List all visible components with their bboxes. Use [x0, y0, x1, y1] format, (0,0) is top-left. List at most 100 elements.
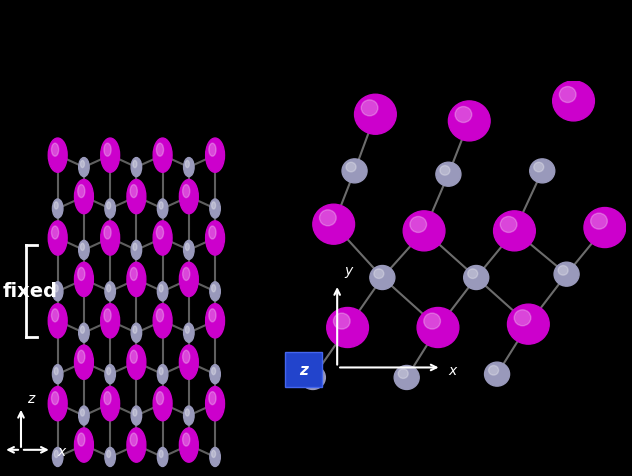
Circle shape [362, 100, 378, 116]
Circle shape [54, 450, 58, 457]
Circle shape [131, 240, 142, 259]
Circle shape [130, 433, 137, 446]
Text: y: y [344, 264, 353, 278]
Circle shape [183, 240, 194, 259]
Circle shape [179, 428, 198, 462]
Circle shape [183, 268, 190, 280]
Circle shape [209, 143, 216, 156]
Circle shape [342, 159, 367, 183]
Circle shape [75, 345, 94, 379]
Circle shape [183, 185, 190, 198]
Circle shape [159, 285, 163, 292]
Circle shape [48, 221, 67, 255]
Circle shape [127, 428, 146, 462]
Circle shape [212, 285, 216, 292]
Circle shape [417, 307, 459, 347]
Circle shape [209, 309, 216, 322]
Text: x: x [57, 445, 65, 459]
Circle shape [494, 211, 535, 251]
Circle shape [159, 367, 163, 375]
Circle shape [157, 447, 168, 466]
Circle shape [210, 447, 221, 466]
Circle shape [558, 266, 568, 275]
Circle shape [78, 406, 89, 425]
Circle shape [104, 143, 111, 156]
Circle shape [449, 101, 490, 141]
Circle shape [183, 350, 190, 363]
Circle shape [78, 433, 85, 446]
Circle shape [133, 326, 137, 333]
Circle shape [127, 345, 146, 379]
Circle shape [159, 450, 163, 457]
Circle shape [185, 326, 190, 333]
Circle shape [370, 266, 395, 289]
Circle shape [157, 199, 168, 218]
Circle shape [210, 365, 221, 384]
Circle shape [455, 107, 471, 122]
Circle shape [78, 185, 85, 198]
Circle shape [130, 350, 137, 363]
Circle shape [183, 433, 190, 446]
Circle shape [179, 179, 198, 214]
Circle shape [436, 162, 461, 186]
Circle shape [51, 309, 59, 322]
Circle shape [179, 262, 198, 297]
Circle shape [107, 285, 111, 292]
Circle shape [320, 210, 336, 226]
Circle shape [100, 387, 119, 421]
Circle shape [78, 158, 89, 177]
Circle shape [179, 345, 198, 379]
Circle shape [584, 208, 626, 248]
Circle shape [104, 226, 111, 239]
Circle shape [212, 367, 216, 375]
Circle shape [48, 138, 67, 172]
Text: ↑  top view: ↑ top view [295, 422, 415, 441]
Circle shape [107, 367, 111, 375]
Circle shape [210, 282, 221, 301]
Circle shape [554, 262, 579, 286]
Circle shape [185, 409, 190, 416]
Circle shape [78, 323, 89, 342]
Circle shape [75, 179, 94, 214]
Circle shape [127, 179, 146, 214]
Text: ←  side view: ← side view [295, 452, 426, 469]
Circle shape [133, 160, 137, 168]
Circle shape [52, 199, 63, 218]
Circle shape [394, 366, 419, 389]
Circle shape [105, 447, 116, 466]
Circle shape [133, 243, 137, 250]
Circle shape [131, 406, 142, 425]
Circle shape [80, 160, 85, 168]
Circle shape [54, 202, 58, 209]
FancyBboxPatch shape [285, 352, 322, 387]
Circle shape [183, 158, 194, 177]
Circle shape [334, 313, 350, 329]
Circle shape [52, 282, 63, 301]
Circle shape [346, 162, 356, 172]
Circle shape [205, 304, 224, 338]
Circle shape [153, 387, 172, 421]
Circle shape [48, 304, 67, 338]
Circle shape [398, 369, 408, 378]
Circle shape [130, 268, 137, 280]
Circle shape [107, 202, 111, 209]
Circle shape [185, 243, 190, 250]
Circle shape [209, 226, 216, 239]
Circle shape [100, 138, 119, 172]
Circle shape [104, 392, 111, 405]
Circle shape [514, 310, 531, 326]
Circle shape [410, 217, 427, 232]
Circle shape [374, 269, 384, 278]
Circle shape [212, 202, 216, 209]
Text: z: z [28, 392, 35, 406]
Circle shape [131, 158, 142, 177]
Circle shape [183, 323, 194, 342]
Circle shape [205, 221, 224, 255]
Circle shape [157, 282, 168, 301]
Circle shape [156, 392, 164, 405]
Circle shape [485, 362, 509, 386]
Circle shape [75, 428, 94, 462]
Circle shape [552, 81, 594, 121]
Circle shape [559, 87, 576, 102]
Circle shape [54, 285, 58, 292]
